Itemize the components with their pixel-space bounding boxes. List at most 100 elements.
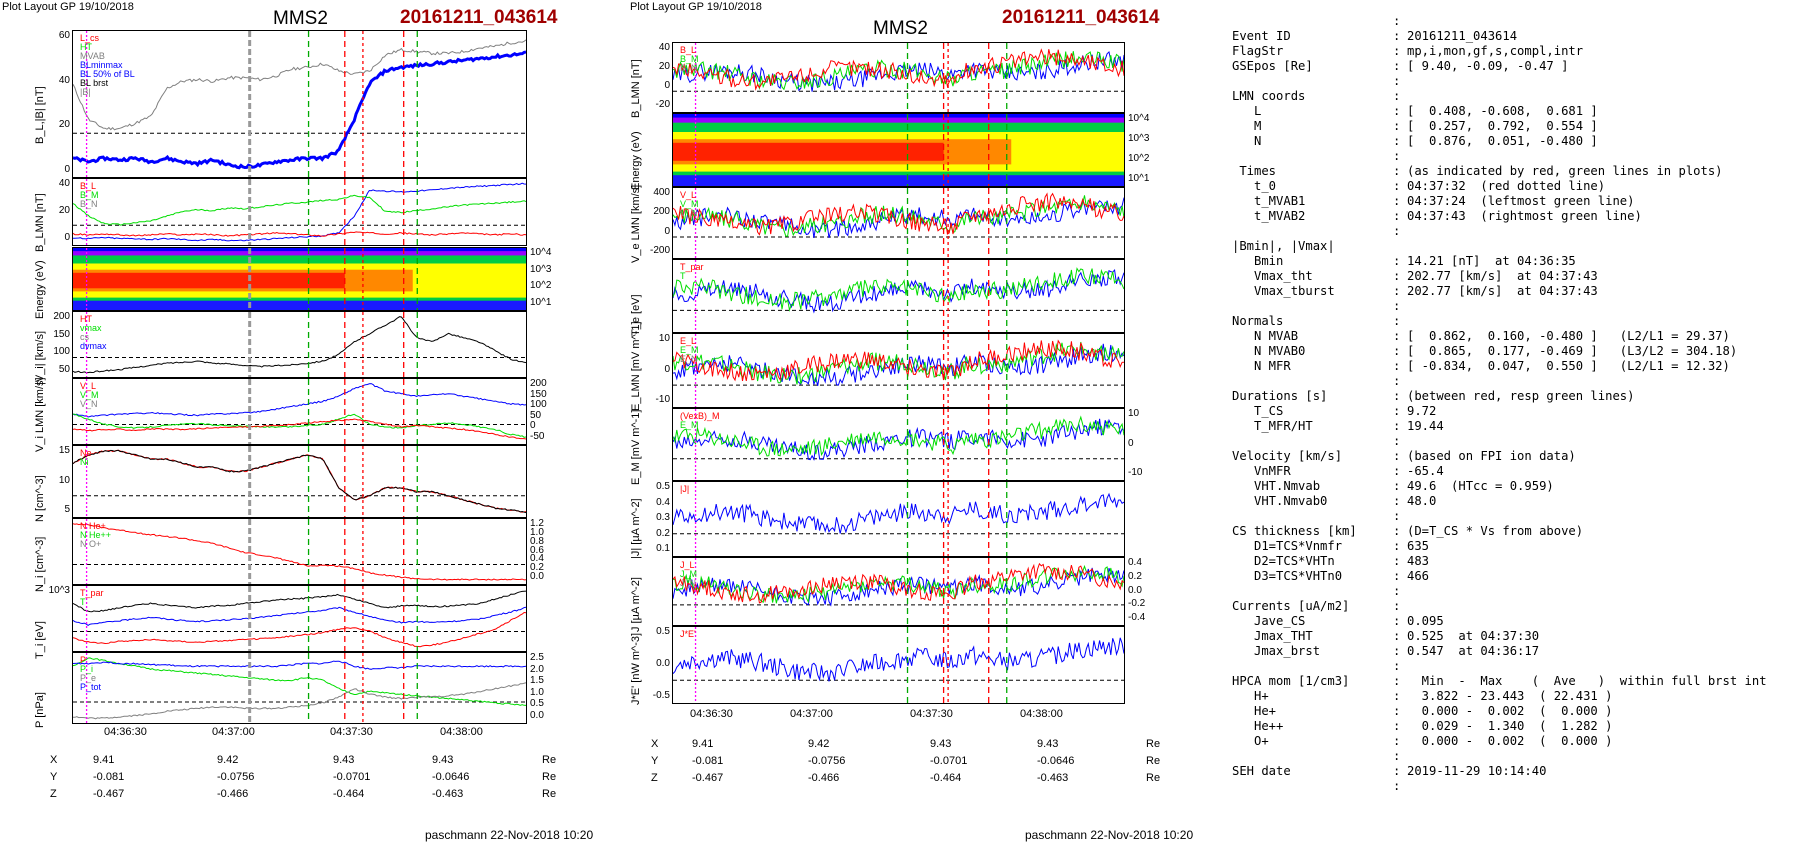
y-tick-label: 10^4 — [530, 247, 552, 258]
summary-colon: : — [1393, 164, 1401, 178]
orbit-value: 9.42 — [217, 754, 239, 766]
series-p-e — [73, 682, 526, 720]
y-tick-label: 5 — [64, 504, 70, 515]
series-t-perp — [73, 606, 526, 626]
summary-row: T_MFR/HT:19.44 — [1232, 419, 1802, 434]
y-tick-label: 0.4 — [530, 553, 544, 565]
y-tick-label: -50 — [530, 431, 545, 442]
series-v-n — [73, 418, 526, 440]
y-tick-label: 0.0 — [530, 571, 544, 582]
orbit-row-label: Z — [651, 772, 658, 784]
series-t — [673, 267, 1124, 312]
y-axis-label: |J| [µA m^-2] — [630, 498, 642, 559]
summary-colon: : — [1393, 509, 1401, 523]
y-tick-label: 10^2 — [530, 280, 552, 292]
y-tick-label: 0 — [1128, 437, 1134, 449]
summary-key: Durations [s] — [1232, 389, 1328, 403]
panel-plot — [673, 260, 1124, 332]
series-b-m — [73, 194, 526, 226]
y-tick-label: 0.0 — [1128, 584, 1142, 596]
summary-colon: : — [1393, 659, 1401, 673]
orbit-value: -0.0756 — [808, 755, 846, 767]
summary-value: 202.77 [km/s] at 04:37:43 — [1407, 269, 1598, 283]
summary-value: 0.029 - 1.340 ( 1.282 ) — [1407, 719, 1613, 733]
summary-value: mp,i,mon,gf,s,compl,intr — [1407, 44, 1584, 58]
summary-colon: : — [1393, 254, 1401, 268]
spectrogram — [73, 248, 526, 310]
y-tick-label: 0.5 — [530, 698, 544, 710]
legend-entry: V_L — [80, 381, 97, 391]
panel-plot — [673, 558, 1124, 625]
panel-plot — [73, 248, 526, 310]
y-tick-label: 20 — [58, 119, 70, 131]
orbit-row-label: X — [651, 738, 659, 750]
y-tick-label: -0.2 — [1128, 598, 1146, 610]
series-v-l — [673, 197, 1124, 239]
panel-plot — [673, 627, 1124, 703]
plot-panel — [72, 518, 527, 585]
y-tick-label: -10 — [1128, 467, 1143, 478]
y-tick-label: 200 — [53, 311, 70, 322]
legend-entry: cs — [80, 332, 89, 342]
orbit-value: 9.43 — [930, 738, 952, 750]
panel-plot — [73, 446, 526, 517]
series-t-par — [673, 269, 1124, 314]
y-tick-label: -0.4 — [1128, 612, 1146, 623]
legend-entry: |B| — [80, 87, 91, 97]
plot-panel — [72, 247, 527, 311]
legend-entry: |J| — [680, 484, 690, 494]
summary-key: Bmin — [1232, 254, 1284, 268]
orbit-value: -0.0701 — [333, 771, 371, 783]
summary-row: N MFR: [ -0.834, 0.047, 0.550 ] (L2/L1 = … — [1232, 359, 1802, 374]
summary-key: LMN coords — [1232, 89, 1306, 103]
y-axis-label: Energy (eV) — [34, 260, 46, 319]
summary-value — [1407, 509, 1802, 524]
summary-key — [1232, 14, 1393, 29]
summary-value: 04:37:24 (leftmost green line) — [1407, 194, 1635, 208]
plot-panel — [72, 652, 527, 724]
x-tick-label: 04:37:30 — [330, 726, 373, 738]
summary-key: t_0 — [1232, 179, 1277, 193]
x-tick-label: 04:36:30 — [104, 726, 147, 738]
legend-entry: HT — [80, 42, 92, 52]
y-tick-label: 0 — [664, 80, 670, 91]
series-b-m — [673, 51, 1124, 91]
summary-value: 49.6 (HTcc = 0.959) — [1407, 479, 1554, 493]
summary-key: L — [1232, 104, 1262, 118]
plot-panel — [672, 626, 1125, 704]
summary-colon — [1393, 239, 1407, 254]
spectrogram — [673, 114, 1124, 186]
summary-colon: : — [1393, 134, 1401, 148]
orbit-value: 9.43 — [333, 754, 355, 766]
legend-entry: vmax — [80, 323, 102, 333]
panel-plot — [73, 519, 526, 584]
orbit-value: 9.43 — [1037, 738, 1059, 750]
left-footer: paschmann 22-Nov-2018 10:20 — [425, 828, 594, 842]
y-tick-label: 200 — [653, 206, 670, 218]
summary-row: : — [1232, 509, 1802, 524]
series--b- — [73, 39, 526, 131]
summary-value — [1407, 434, 1802, 449]
orbit-unit: Re — [542, 754, 557, 766]
summary-colon: : — [1393, 599, 1401, 613]
y-tick-label: 0.5 — [656, 481, 670, 492]
plot-panel — [72, 311, 527, 378]
panel-plot — [673, 409, 1124, 480]
plot-panel — [672, 42, 1125, 113]
summary-colon: : — [1393, 179, 1401, 193]
summary-colon: : — [1393, 734, 1401, 748]
series-v-l — [73, 383, 526, 418]
y-axis-label: T_i [eV] — [34, 620, 46, 659]
summary-row: : — [1232, 14, 1802, 29]
summary-value — [1407, 779, 1802, 794]
legend-entry: BL 50% of BL — [80, 69, 135, 79]
summary-row: Bmin:14.21 [nT] at 04:36:35 — [1232, 254, 1802, 269]
summary-colon: : — [1393, 554, 1401, 568]
legend-entry: Ni — [80, 457, 89, 467]
y-tick-label: 40 — [58, 178, 70, 189]
summary-value: 3.822 - 23.443 ( 22.431 ) — [1407, 689, 1613, 703]
summary-row: VHT.Nmvab0:48.0 — [1232, 494, 1802, 509]
summary-value: (based on FPI ion data) — [1407, 449, 1576, 463]
summary-key: Vmax_tburst — [1232, 284, 1335, 298]
summary-value — [1407, 299, 1802, 314]
